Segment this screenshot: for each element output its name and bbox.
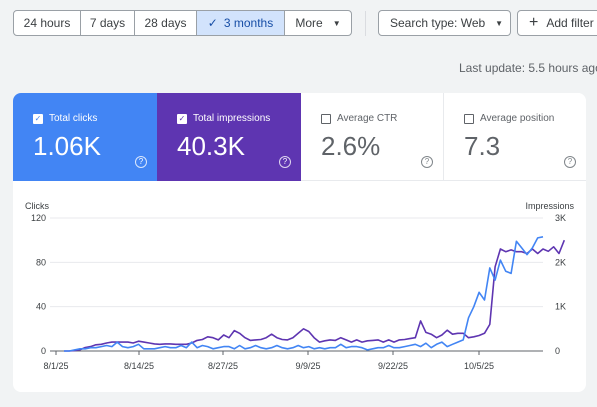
metric-total-impressions[interactable]: ✓ Total impressions 40.3K ? <box>157 93 301 181</box>
metric-header: ✓ Total clicks <box>33 113 97 124</box>
metric-header: ✓ Total impressions <box>177 113 270 124</box>
metric-header: Average CTR <box>321 113 397 124</box>
metric-header: Average position <box>464 113 554 124</box>
x-tick-label: 8/1/25 <box>43 361 68 371</box>
checkbox-unchecked-icon[interactable] <box>464 113 474 124</box>
caret-down-icon: ▼ <box>495 18 504 28</box>
metric-average-position[interactable]: Average position 7.3 ? <box>444 93 586 181</box>
x-tick-label: 8/14/25 <box>124 361 154 371</box>
help-icon[interactable]: ? <box>564 156 576 168</box>
metric-label: Total clicks <box>49 113 98 124</box>
y-tick-left: 40 <box>36 302 46 312</box>
help-icon[interactable]: ? <box>279 156 291 168</box>
search-type-label: Search type: Web <box>390 16 486 30</box>
x-tick-label: 10/5/25 <box>464 361 494 371</box>
y-axis-right-title: Impressions <box>525 201 574 211</box>
metric-average-ctr[interactable]: Average CTR 2.6% ? <box>301 93 444 181</box>
metric-value: 7.3 <box>464 131 501 161</box>
range-24-hours-button[interactable]: 24 hours <box>14 11 81 35</box>
y-tick-left: 120 <box>31 213 46 223</box>
x-tick-label: 9/22/25 <box>378 361 408 371</box>
range-3-months-label: 3 months <box>223 16 274 30</box>
date-range-selector: 24 hours 7 days 28 days ✓ 3 months More ▼ <box>13 10 352 36</box>
metric-value: 2.6% <box>321 131 381 161</box>
performance-chart: Clicks Impressions 0 0 40 1K 80 2K 120 3K 8/1/25… <box>25 201 575 371</box>
checkbox-unchecked-icon[interactable] <box>321 113 331 124</box>
help-icon[interactable]: ? <box>421 156 433 168</box>
range-7-days-button[interactable]: 7 days <box>81 11 135 35</box>
series-line-clicks <box>64 236 544 352</box>
metric-value: 1.06K <box>33 131 101 161</box>
performance-card: ✓ Total clicks 1.06K ? ✓ Total impressio… <box>13 93 586 392</box>
range-24-hours-label: 24 hours <box>23 16 71 30</box>
metric-label: Total impressions <box>193 113 271 124</box>
metric-label: Average CTR <box>337 113 398 124</box>
add-filter-label: Add filter <box>546 16 594 30</box>
y-tick-right: 2K <box>555 257 566 267</box>
plus-icon: + <box>529 14 539 31</box>
add-filter-button[interactable]: + Add filter <box>517 10 597 36</box>
x-tick-label: 8/27/25 <box>208 361 238 371</box>
metric-label: Average position <box>480 113 555 124</box>
range-3-months-button[interactable]: ✓ 3 months <box>197 11 285 35</box>
last-update-text: Last update: 5.5 hours ago <box>459 61 597 75</box>
range-28-days-button[interactable]: 28 days <box>135 11 197 35</box>
y-tick-right: 3K <box>555 213 566 223</box>
x-tick-label: 9/9/25 <box>295 361 320 371</box>
range-more-label: More <box>295 16 323 30</box>
y-axis-left-title: Clicks <box>25 201 49 211</box>
range-more-button[interactable]: More ▼ <box>285 11 351 35</box>
y-tick-right: 0 <box>555 346 560 356</box>
y-tick-right: 1K <box>555 302 566 312</box>
y-tick-left: 80 <box>36 257 46 267</box>
metric-total-clicks[interactable]: ✓ Total clicks 1.06K ? <box>13 93 157 181</box>
search-type-button[interactable]: Search type: Web ▼ <box>378 10 511 36</box>
checkmark-icon: ✓ <box>207 16 218 30</box>
checkbox-checked-icon[interactable]: ✓ <box>33 113 43 124</box>
toolbar-divider <box>365 11 366 36</box>
checkbox-checked-icon[interactable]: ✓ <box>177 113 187 124</box>
series-line-impressions <box>64 239 566 352</box>
metric-value: 40.3K <box>177 131 245 161</box>
range-7-days-label: 7 days <box>89 16 126 30</box>
y-tick-left: 0 <box>41 346 46 356</box>
caret-down-icon: ▼ <box>332 18 341 28</box>
range-28-days-label: 28 days <box>144 16 187 30</box>
help-icon[interactable]: ? <box>135 156 147 168</box>
